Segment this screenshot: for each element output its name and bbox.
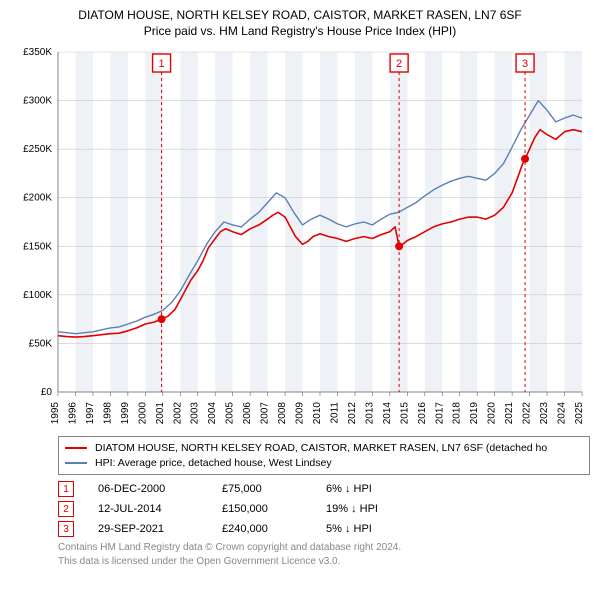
legend-label: HPI: Average price, detached house, West… xyxy=(95,456,332,471)
sale-marker: 2 xyxy=(58,501,74,517)
svg-text:2001: 2001 xyxy=(155,402,166,425)
svg-text:1999: 1999 xyxy=(120,402,131,425)
sale-marker: 1 xyxy=(58,481,74,497)
svg-text:1997: 1997 xyxy=(85,402,96,425)
svg-text:2024: 2024 xyxy=(557,402,568,425)
chart-container: DIATOM HOUSE, NORTH KELSEY ROAD, CAISTOR… xyxy=(0,0,600,590)
sale-price: £150,000 xyxy=(222,503,302,515)
svg-text:2006: 2006 xyxy=(242,402,253,425)
svg-text:2023: 2023 xyxy=(539,402,550,425)
svg-text:2013: 2013 xyxy=(364,402,375,425)
legend-box: DIATOM HOUSE, NORTH KELSEY ROAD, CAISTOR… xyxy=(58,436,590,475)
sale-diff: 5% ↓ HPI xyxy=(326,523,426,535)
svg-text:2016: 2016 xyxy=(417,402,428,425)
svg-text:£300K: £300K xyxy=(23,96,52,107)
title-address: DIATOM HOUSE, NORTH KELSEY ROAD, CAISTOR… xyxy=(10,8,590,22)
svg-text:2010: 2010 xyxy=(312,402,323,425)
svg-text:2015: 2015 xyxy=(399,402,410,425)
sale-diff: 6% ↓ HPI xyxy=(326,483,426,495)
svg-text:2019: 2019 xyxy=(469,402,480,425)
svg-text:2018: 2018 xyxy=(452,402,463,425)
sales-table: 1 06-DEC-2000 £75,000 6% ↓ HPI 2 12-JUL-2014 £… xyxy=(58,481,590,537)
svg-text:2021: 2021 xyxy=(504,402,515,425)
svg-text:2005: 2005 xyxy=(225,402,236,425)
svg-text:2008: 2008 xyxy=(277,402,288,425)
svg-text:£250K: £250K xyxy=(23,144,52,155)
sales-row: 2 12-JUL-2014 £150,000 19% ↓ HPI xyxy=(58,501,590,517)
svg-text:3: 3 xyxy=(522,58,528,70)
svg-text:£150K: £150K xyxy=(23,241,52,252)
chart-area: £0 £50K £100K £150K £200K £250K £300K £350K 1995… xyxy=(10,42,590,432)
legend-row: DIATOM HOUSE, NORTH KELSEY ROAD, CAISTOR… xyxy=(65,441,583,456)
footer-line1: Contains HM Land Registry data © Crown c… xyxy=(58,541,590,555)
svg-text:2014: 2014 xyxy=(382,402,393,425)
sale-diff: 19% ↓ HPI xyxy=(326,503,426,515)
title-block: DIATOM HOUSE, NORTH KELSEY ROAD, CAISTOR… xyxy=(0,0,600,42)
price-chart-svg: £0 £50K £100K £150K £200K £250K £300K £350K 1995… xyxy=(10,42,590,432)
svg-text:2020: 2020 xyxy=(487,402,498,425)
svg-text:2004: 2004 xyxy=(207,402,218,425)
svg-text:1998: 1998 xyxy=(102,402,113,425)
svg-text:2007: 2007 xyxy=(260,402,271,425)
svg-text:2022: 2022 xyxy=(522,402,533,425)
legend-row: HPI: Average price, detached house, West… xyxy=(65,456,583,471)
svg-text:£50K: £50K xyxy=(29,338,53,349)
svg-text:1996: 1996 xyxy=(67,402,78,425)
svg-text:1995: 1995 xyxy=(50,402,61,425)
sale-date: 06-DEC-2000 xyxy=(98,483,198,495)
svg-text:2009: 2009 xyxy=(295,402,306,425)
sale-price: £240,000 xyxy=(222,523,302,535)
legend-label: DIATOM HOUSE, NORTH KELSEY ROAD, CAISTOR… xyxy=(95,441,547,456)
sale-date: 29-SEP-2021 xyxy=(98,523,198,535)
svg-text:£350K: £350K xyxy=(23,47,52,58)
svg-text:£0: £0 xyxy=(41,387,53,398)
svg-text:2011: 2011 xyxy=(329,402,340,424)
svg-text:2012: 2012 xyxy=(347,402,358,425)
sale-date: 12-JUL-2014 xyxy=(98,503,198,515)
svg-text:2002: 2002 xyxy=(172,402,183,425)
svg-text:£100K: £100K xyxy=(23,290,52,301)
sale-price: £75,000 xyxy=(222,483,302,495)
footer-attribution: Contains HM Land Registry data © Crown c… xyxy=(58,541,590,568)
svg-text:2025: 2025 xyxy=(574,402,585,425)
sales-row: 3 29-SEP-2021 £240,000 5% ↓ HPI xyxy=(58,521,590,537)
footer-line2: This data is licensed under the Open Gov… xyxy=(58,555,590,569)
legend-swatch xyxy=(65,447,87,449)
svg-text:2003: 2003 xyxy=(190,402,201,425)
svg-text:2: 2 xyxy=(396,58,402,70)
title-subtitle: Price paid vs. HM Land Registry's House … xyxy=(10,24,590,38)
svg-text:2017: 2017 xyxy=(434,402,445,425)
sale-marker: 3 xyxy=(58,521,74,537)
sales-row: 1 06-DEC-2000 £75,000 6% ↓ HPI xyxy=(58,481,590,497)
legend-swatch xyxy=(65,462,87,464)
svg-text:£200K: £200K xyxy=(23,193,52,204)
svg-text:1: 1 xyxy=(159,58,165,70)
svg-text:2000: 2000 xyxy=(137,402,148,425)
